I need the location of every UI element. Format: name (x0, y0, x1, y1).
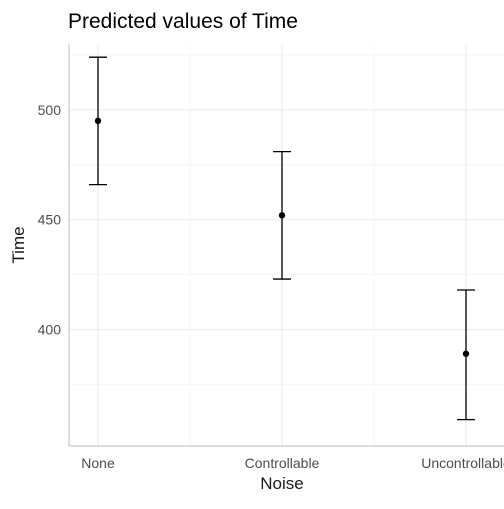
errorbar-group (457, 290, 475, 420)
x-axis-title: Noise (260, 474, 303, 493)
data-point (279, 212, 285, 218)
errorbar-group (89, 57, 107, 184)
chart-title: Predicted values of Time (68, 10, 298, 33)
y-tick-label: 450 (38, 212, 62, 228)
errorbar-group (273, 152, 291, 279)
data-point (95, 118, 101, 124)
x-tick-label: Uncontrollable (421, 455, 504, 471)
x-tick-label: None (81, 455, 115, 471)
x-tick-label: Controllable (245, 455, 320, 471)
y-tick-label: 500 (38, 102, 62, 118)
y-tick-label: 400 (38, 322, 62, 338)
y-axis-title: Time (9, 226, 28, 263)
label-layer: Predicted values of Time Noise Time 400 4… (9, 10, 504, 493)
grid-layer (69, 44, 504, 446)
axis-layer (69, 44, 504, 446)
data-point (463, 351, 469, 357)
